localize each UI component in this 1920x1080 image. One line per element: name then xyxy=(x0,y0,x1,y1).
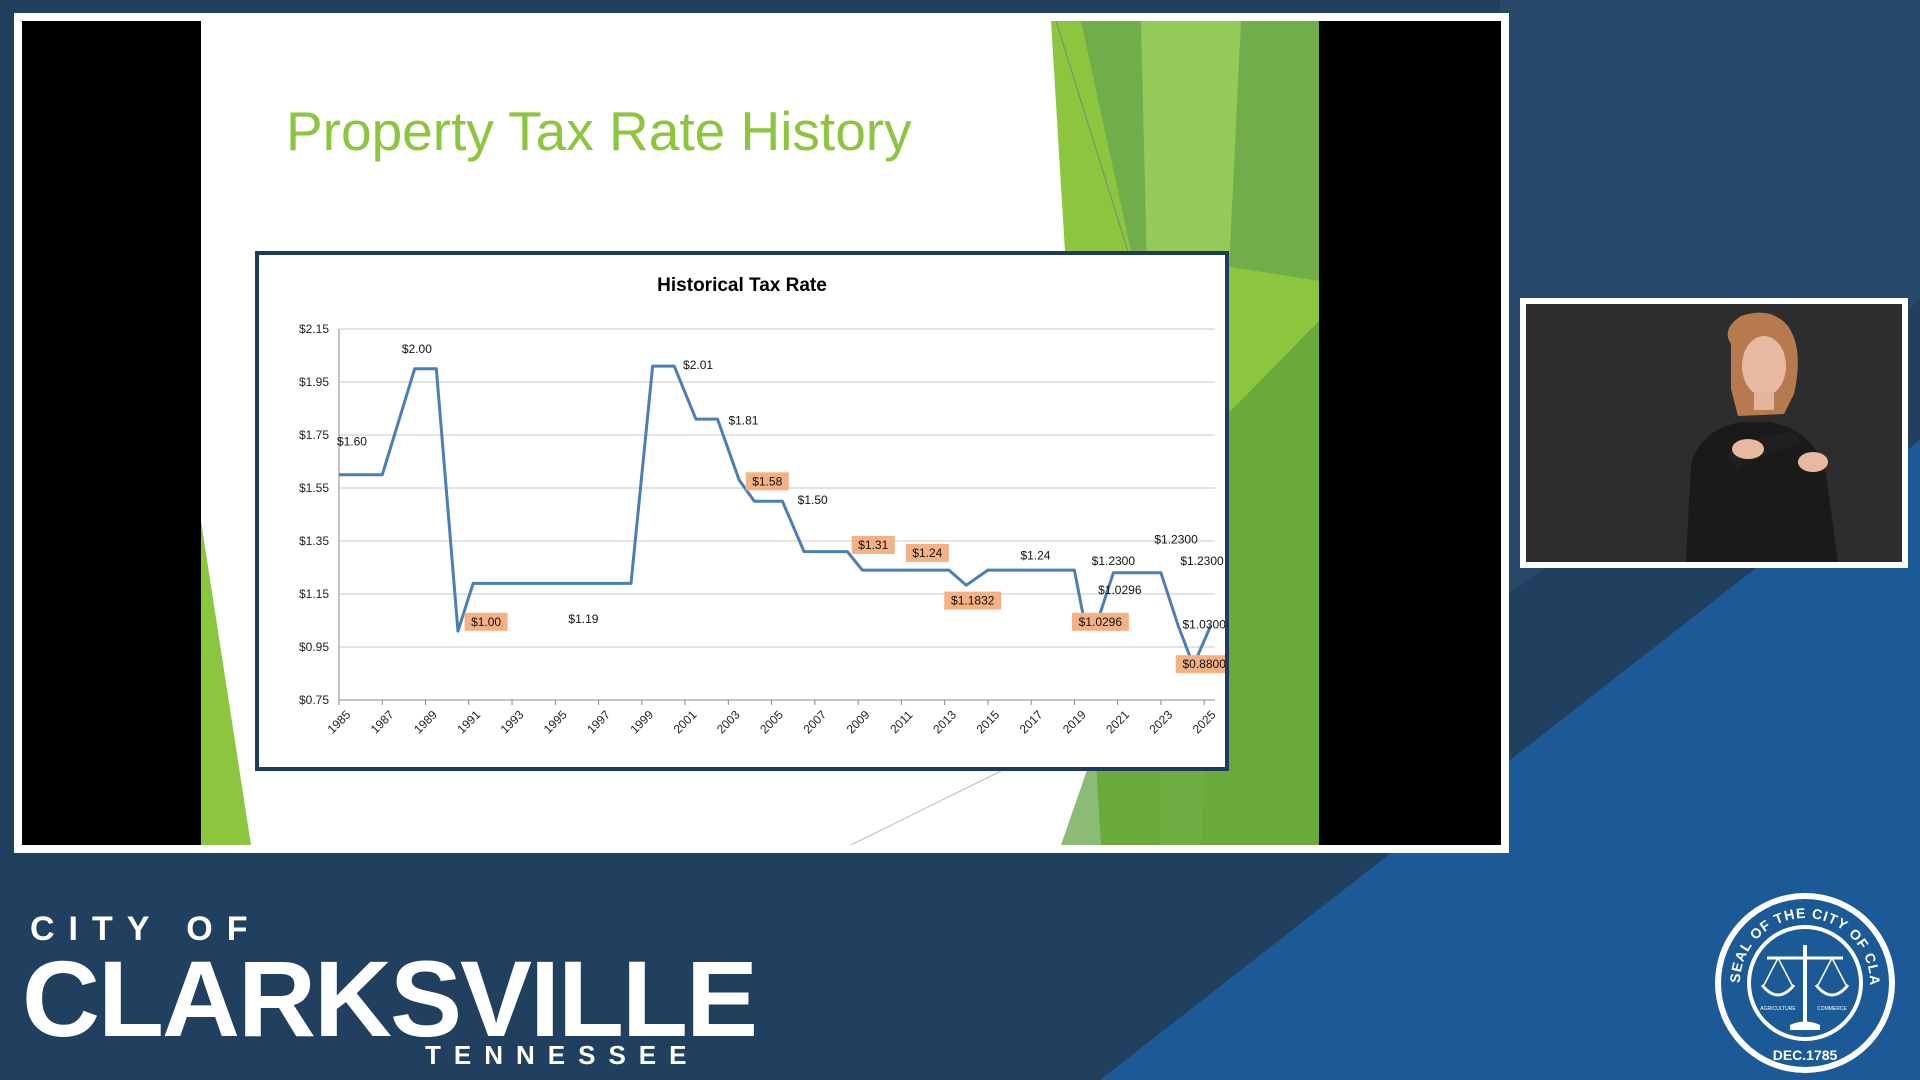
x-tick-label: 1985 xyxy=(325,707,354,736)
x-tick-label: 2019 xyxy=(1060,707,1089,736)
y-tick-label: $1.35 xyxy=(299,534,329,548)
y-tick-label: $1.75 xyxy=(299,428,329,442)
data-label: $1.00 xyxy=(471,615,501,629)
x-tick-label: 2005 xyxy=(757,707,786,736)
data-label-highlight xyxy=(944,591,1002,610)
brand-city-name: CLARKSVILLE xyxy=(22,938,758,1059)
x-tick-label: 2021 xyxy=(1103,707,1132,736)
data-label: $1.50 xyxy=(798,493,828,507)
data-label: $1.60 xyxy=(337,435,367,449)
presentation-video: Property Tax Rate History Historical Tax… xyxy=(22,21,1501,845)
data-label: $2.00 xyxy=(402,342,432,356)
chart-title: Historical Tax Rate xyxy=(657,275,827,296)
y-tick-label: $2.15 xyxy=(299,322,329,336)
data-label-highlight xyxy=(745,472,789,491)
tax-rate-chart: Historical Tax Rate $2.15 $1.95 $1.75 $1.55… xyxy=(255,251,1229,771)
data-label-highlight xyxy=(464,612,508,631)
data-label: $0.8800 xyxy=(1182,657,1225,671)
x-tick-label: 2023 xyxy=(1147,707,1176,736)
y-tick-label: $0.75 xyxy=(299,693,329,707)
brand-city-of: CITY OF xyxy=(30,910,262,948)
interpreter-video-frame xyxy=(1520,298,1908,568)
slide-title: Property Tax Rate History xyxy=(286,100,912,162)
x-tick-label: 2001 xyxy=(671,707,700,736)
x-tick-label: 2025 xyxy=(1190,707,1219,736)
interpreter-figure xyxy=(1526,304,1902,562)
data-label: $2.01 xyxy=(683,358,713,372)
data-label: $1.81 xyxy=(728,413,758,427)
data-label: $1.24 xyxy=(1020,549,1050,563)
data-label-highlight xyxy=(1175,655,1225,674)
y-tick-label: $1.15 xyxy=(299,587,329,601)
presentation-frame: Property Tax Rate History Historical Tax… xyxy=(14,13,1509,853)
x-tick-label: 1995 xyxy=(541,707,570,736)
chart-plot: $2.15 $1.95 $1.75 $1.55 $1.35 $1.15 $0.95 $0.75… xyxy=(299,322,1225,736)
data-label: $1.0296 xyxy=(1098,583,1142,597)
x-tick-label: 1987 xyxy=(368,707,397,736)
x-tick-label: 1997 xyxy=(584,707,613,736)
y-tick-label: $1.95 xyxy=(299,375,329,389)
x-tick-label: 2015 xyxy=(973,707,1002,736)
data-label-highlight xyxy=(1071,612,1129,631)
y-tick-label: $1.55 xyxy=(299,481,329,495)
data-label: $1.1832 xyxy=(951,594,995,608)
seal-date: DEC.1785 xyxy=(1773,1047,1838,1063)
x-tick-label: 1991 xyxy=(454,707,483,736)
seal-commerce: COMMERCE xyxy=(1817,1006,1847,1012)
x-tick-label: 2013 xyxy=(930,707,959,736)
sign-language-interpreter-video xyxy=(1526,304,1902,562)
x-tick-label: 1999 xyxy=(627,707,656,736)
x-tick-label: 2003 xyxy=(714,707,743,736)
data-label: $1.2300 xyxy=(1180,554,1224,568)
tax-rate-series-line xyxy=(339,364,1213,668)
x-tick-label: 2017 xyxy=(1017,707,1046,736)
data-label: $1.31 xyxy=(858,538,888,552)
data-label: $1.2300 xyxy=(1154,533,1198,547)
x-tick-label: 1993 xyxy=(498,707,527,736)
data-label: $1.58 xyxy=(752,474,782,488)
x-tick-label: 2011 xyxy=(887,708,915,736)
data-label-highlight xyxy=(851,535,895,554)
seal-agriculture: AGRICULTURE xyxy=(1760,1006,1796,1012)
x-tick-label: 2009 xyxy=(844,707,873,736)
x-tick-label: 2007 xyxy=(800,707,829,736)
data-label: $1.0300 xyxy=(1182,617,1225,631)
city-seal-logo: SEAL OF THE CITY OF CLARKSVILLE TENNESSE… xyxy=(1712,890,1895,1073)
data-label-highlight xyxy=(905,543,949,562)
y-tick-label: $0.95 xyxy=(299,640,329,654)
data-label: $1.19 xyxy=(568,612,598,626)
slide: Property Tax Rate History Historical Tax… xyxy=(201,21,1319,845)
x-tick-label: 1989 xyxy=(411,707,440,736)
data-label: $1.0296 xyxy=(1079,615,1123,629)
data-label: $1.24 xyxy=(912,546,942,560)
brand-state: TENNESSEE xyxy=(425,1040,700,1070)
data-label: $1.2300 xyxy=(1092,554,1136,568)
